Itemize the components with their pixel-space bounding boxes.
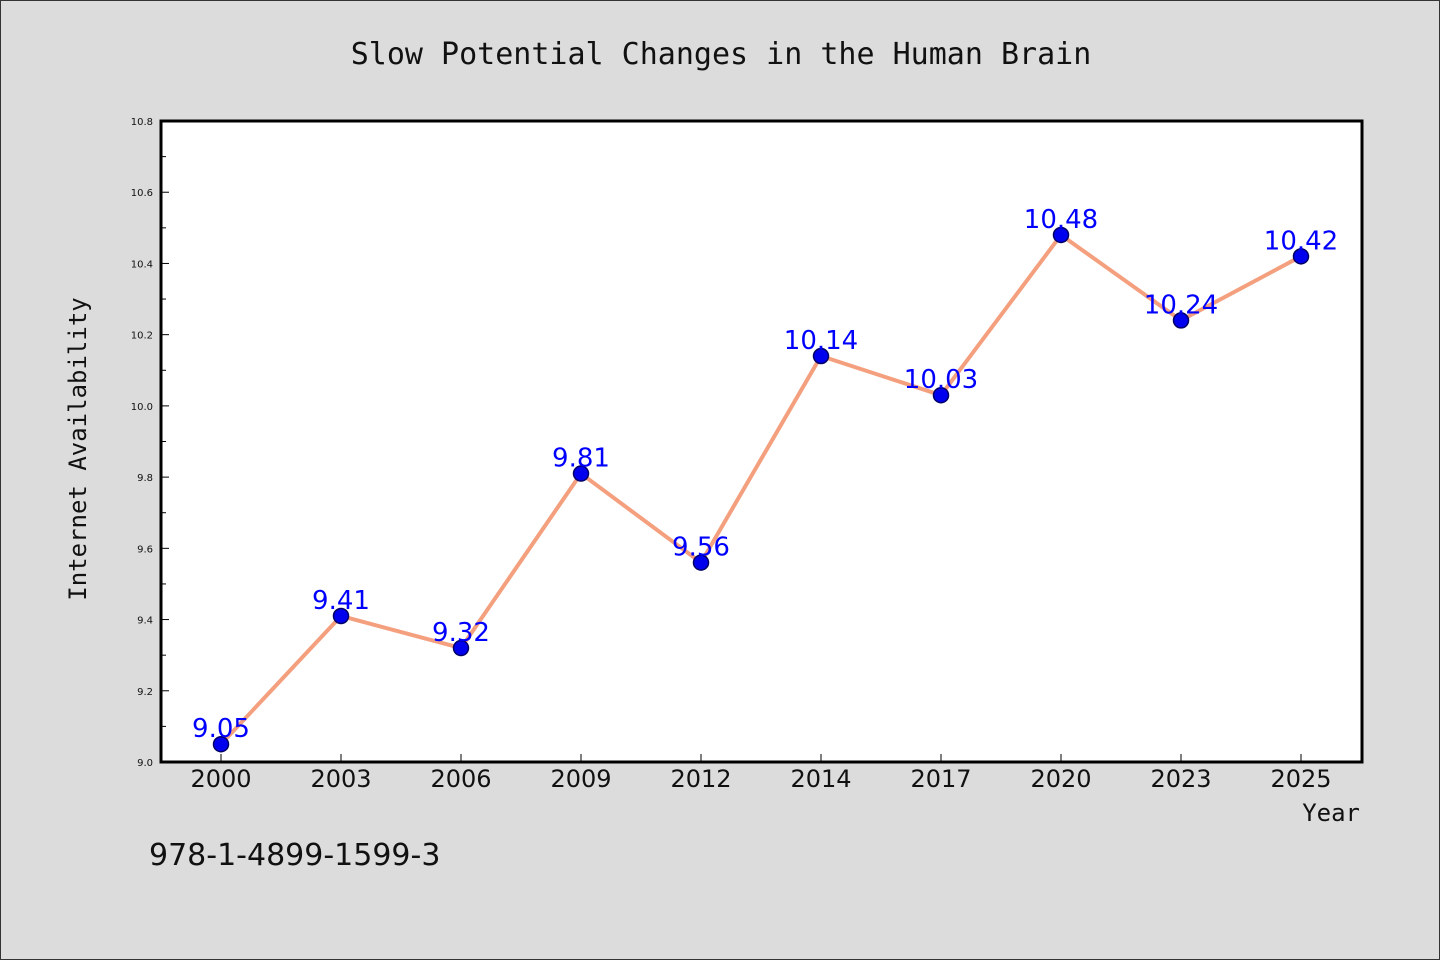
data-label: 10.24 [1144,290,1218,320]
data-point [452,639,470,657]
data-label: 10.03 [904,365,978,395]
y-tick-label: 10.8 [131,117,153,128]
y-tick-label: 9.0 [137,758,153,769]
data-point [1292,248,1310,265]
x-tick-label: 2009 [550,765,611,793]
y-tick-label: 10.6 [131,188,153,199]
y-tick-label: 9.4 [137,616,153,627]
x-tick-label: 2017 [910,765,971,793]
data-points [212,226,1310,753]
data-point [212,735,230,753]
data-labels: 9.05 9.41 9.32 9.81 9.56 10.14 10.03 10.48 10.24… [192,205,1338,744]
data-label: 9.05 [192,714,250,744]
data-point [812,347,830,365]
x-tick-label: 2006 [430,765,491,793]
series-line [219,232,1303,747]
chart-title: Slow Potential Changes in the Human Brai… [351,37,1092,72]
data-point [932,386,950,404]
data-label: 9.32 [432,618,490,648]
y-tick-label: 10.4 [131,259,153,270]
x-tick-label: 2014 [790,765,851,793]
data-point [1052,226,1070,244]
data-label: 10.14 [784,326,858,356]
x-tick-label: 2000 [190,765,251,793]
x-tick-label: 2023 [1150,765,1211,793]
y-tick-label: 10.0 [131,402,153,413]
x-tick-label: 2012 [670,765,731,793]
data-point [572,465,590,482]
plot-area [159,119,1364,764]
y-axis: 9.0 9.2 9.4 9.6 9.8 10.0 10.2 10.4 10.6 10.8 [131,117,169,769]
footnote-isbn: 978-1-4899-1599-3 [149,838,440,873]
data-label: 9.41 [312,586,370,616]
x-axis: 2000 2003 2006 2009 2012 2014 2017 2020 2023 2025 [190,754,1332,793]
data-point [332,607,350,625]
data-label: 10.48 [1024,205,1098,235]
y-tick-label: 9.6 [137,544,153,555]
data-point [692,554,710,571]
data-label: 9.81 [552,444,610,474]
x-tick-label: 2003 [310,765,371,793]
y-tick-label: 9.8 [137,473,153,484]
y-tick-label: 9.2 [137,687,153,698]
y-axis-label: Internet Availability [64,297,92,600]
x-tick-label: 2025 [1270,765,1331,793]
data-point [1172,312,1190,329]
x-tick-label: 2020 [1030,765,1091,793]
x-axis-label: Year [1302,799,1360,827]
y-tick-label: 10.2 [131,331,153,342]
data-label: 9.56 [672,533,730,563]
data-label: 10.42 [1264,226,1338,256]
